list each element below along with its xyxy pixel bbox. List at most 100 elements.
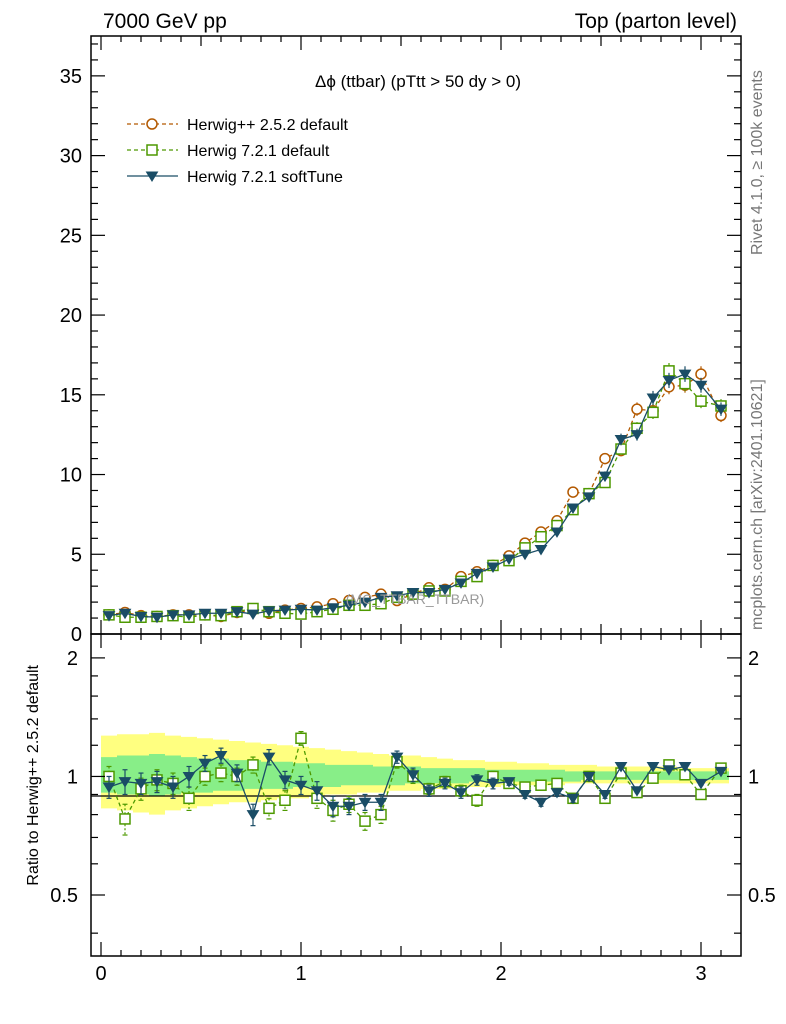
main-data-layer: [102, 362, 728, 624]
ratio-plot-panel: 0.5 0.5 1 1 2 2 0 1 2 3 Ratio to Herwig++ 2.5.2 d…: [25, 633, 776, 985]
ratio-point-herwig-7-2-1-softtune: [630, 786, 644, 797]
ratio-point-herwig-7-2-1-default: [551, 777, 563, 790]
ratio-xtick-label: 0: [95, 963, 106, 985]
main-ytick-label: 25: [60, 225, 82, 247]
ratio-point-herwig-7-2-1-softtune: [230, 768, 244, 780]
ratio-point-herwig-7-2-1-softtune: [278, 775, 292, 786]
legend-label: Herwig++ 2.5.2 default: [187, 117, 349, 134]
ratio-data-layer: [102, 730, 728, 836]
main-point-herwig-7-2-1-softtune: [598, 471, 612, 483]
main-point-herwig-7-2-1-softtune: [294, 604, 308, 616]
main-point-herwig-7-2-1-softtune: [518, 549, 532, 561]
main-point-herwig-7-2-1-softtune: [422, 588, 436, 599]
ratio-point-herwig-7-2-1-softtune: [678, 761, 692, 773]
main-plot-title: Δϕ (ttbar) (pTtt > 50 dy > 0): [315, 72, 521, 91]
ratio-ytick-label: 0.5: [50, 885, 78, 907]
ratio-point-herwig-7-2-1-default: [199, 770, 211, 783]
main-point-herwig-7-2-1-softtune: [582, 492, 596, 503]
ratio-point-herwig-7-2-1-softtune: [502, 777, 516, 788]
main-point-herwig-7-2-1-softtune: [486, 562, 500, 573]
ratio-xtick-label: 1: [295, 963, 306, 985]
ratio-point-herwig-7-2-1-softtune: [166, 782, 180, 793]
ratio-point-herwig-7-2-1-softtune: [550, 788, 564, 799]
main-point-herwig-7-2-1-softtune: [150, 612, 164, 624]
main-point-herwig-7-2-1-softtune: [630, 430, 644, 441]
ratio-point-herwig-7-2-1-softtune: [422, 786, 436, 797]
ratio-point-herwig-7-2-1-softtune: [246, 810, 260, 821]
main-point-herwig-7-2-1-softtune: [198, 608, 212, 620]
ratio-point-herwig-7-2-1-default: [279, 794, 291, 807]
main-point-herwig-7-2-1-softtune: [166, 610, 180, 621]
main-point-herwig-7-2-1-softtune: [646, 393, 660, 404]
mcplots-label: mcplots.cern.ch [arXiv:2401.10621]: [749, 379, 766, 630]
main-point-herwig-7-2-1-softtune: [230, 607, 244, 618]
ratio-point-herwig-7-2-1-default: [295, 732, 307, 745]
ratio-point-herwig-7-2-1-softtune: [326, 801, 340, 813]
main-point-herwig-7-2-1-softtune: [534, 544, 548, 556]
ratio-point-herwig-7-2-1-softtune: [438, 778, 452, 790]
main-point-herwig-7-2-1-softtune: [390, 591, 404, 602]
main-ytick-label: 10: [60, 465, 82, 487]
ratio-point-herwig-7-2-1-softtune: [662, 765, 676, 776]
ratio-point-herwig-7-2-1-default: [119, 813, 131, 825]
ratio-point-herwig-7-2-1-softtune: [454, 788, 468, 799]
ratio-point-herwig-7-2-1-softtune: [310, 786, 324, 797]
ratio-ytick-label: 2: [67, 648, 78, 670]
ratio-point-herwig-7-2-1-softtune: [534, 797, 548, 809]
main-ytick-label: 5: [71, 544, 82, 566]
ratio-point-herwig-7-2-1-default: [263, 802, 275, 815]
main-point-herwig-7-2-1-softtune: [182, 610, 196, 621]
main-point-herwig-7-2-1-softtune: [502, 554, 516, 566]
main-ytick-label: 0: [71, 624, 82, 646]
ratio-point-herwig-7-2-1-softtune: [182, 771, 196, 783]
ratio-axes: 0.5 0.5 1 1 2 2 0 1 2 3: [50, 634, 776, 985]
main-point-herwig-7-2-1-softtune: [406, 588, 420, 599]
main-point-herwig-7-2-1-softtune: [714, 404, 728, 416]
main-point-herwig-7-2-1-softtune: [374, 592, 388, 604]
ratio-point-herwig-7-2-1-softtune: [486, 778, 500, 790]
main-point-herwig-7-2-1-softtune: [246, 609, 260, 621]
ratio-point-herwig-7-2-1-softtune: [646, 761, 660, 773]
main-point-herwig-7-2-1-softtune: [342, 600, 356, 612]
ratio-point-herwig-7-2-1-softtune: [342, 801, 356, 813]
ratio-ytick-label-right: 2: [748, 648, 759, 670]
main-point-herwig-7-2-1-softtune: [326, 603, 340, 614]
header-right-title: Top (parton level): [575, 10, 737, 33]
main-point-herwig-7-2-1-softtune: [118, 608, 132, 620]
ratio-point-herwig-7-2-1-softtune: [406, 770, 420, 781]
main-point-herwig-7-2-1-default: [535, 530, 547, 543]
main-point-herwig-7-2-1-softtune: [438, 584, 452, 596]
ratio-point-herwig-7-2-1-default: [183, 792, 195, 805]
ratio-ytick-label-right: 0.5: [748, 885, 776, 907]
main-ytick-label: 15: [60, 385, 82, 407]
ratio-point-herwig-7-2-1-default: [247, 759, 259, 771]
ratio-point-herwig-7-2-1-softtune: [714, 766, 728, 778]
ratio-point-herwig-7-2-1-softtune: [198, 758, 212, 770]
main-plot-panel: (MC_TTBAR_TTBAR) Δϕ (ttbar) (pTtt > 50 d…: [60, 35, 742, 646]
main-point-herwig-7-2-1-softtune: [662, 375, 676, 387]
ratio-point-herwig-7-2-1-softtune: [518, 789, 532, 801]
ratio-point-herwig-7-2-1-softtune: [582, 771, 596, 783]
main-point-herwig-2-5-2-default: [567, 486, 579, 498]
ratio-point-herwig-7-2-1-default: [695, 788, 707, 801]
ratio-xtick-label: 2: [495, 963, 506, 985]
header-left-title: 7000 GeV pp: [103, 10, 227, 33]
legend-label: Herwig 7.2.1 default: [187, 143, 330, 160]
main-point-herwig-7-2-1-softtune: [262, 606, 276, 617]
legend: Herwig++ 2.5.2 default Herwig 7.2.1 defau…: [127, 117, 349, 186]
main-point-herwig-7-2-1-softtune: [310, 605, 324, 617]
main-point-herwig-2-5-2-default: [695, 368, 707, 380]
main-point-herwig-7-2-1-softtune: [566, 503, 580, 514]
ratio-point-herwig-7-2-1-default: [215, 767, 227, 779]
ratio-point-herwig-7-2-1-softtune: [294, 780, 308, 792]
main-point-herwig-7-2-1-softtune: [678, 369, 692, 381]
main-ytick-label: 30: [60, 146, 82, 168]
main-axes: 0 5 10 15 20 25 30 35: [60, 36, 741, 646]
main-point-herwig-7-2-1-softtune: [694, 380, 708, 392]
main-point-herwig-7-2-1-default: [695, 395, 707, 407]
legend-label: Herwig 7.2.1 softTune: [187, 169, 343, 186]
main-point-herwig-7-2-1-softtune: [614, 434, 628, 446]
main-series-line-herwig-7-2-1-softtune: [108, 373, 722, 618]
main-point-herwig-7-2-1-softtune: [358, 597, 372, 609]
